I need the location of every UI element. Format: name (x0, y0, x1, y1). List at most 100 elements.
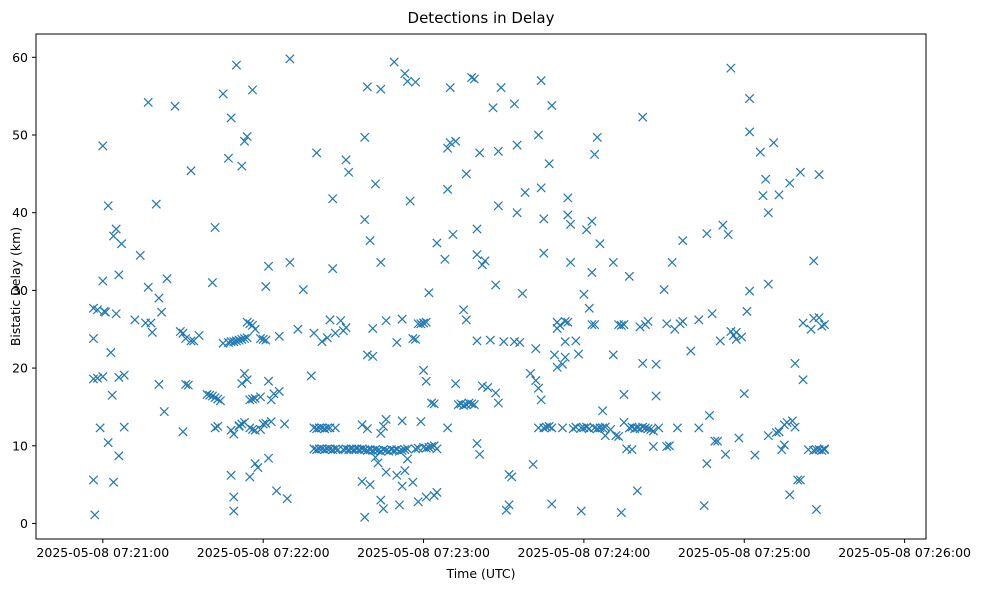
data-point (266, 395, 276, 405)
data-point (215, 396, 226, 406)
data-point (702, 229, 712, 239)
data-point (362, 350, 373, 360)
data-point (306, 371, 316, 381)
data-point (712, 436, 723, 446)
data-point (135, 250, 145, 261)
data-point (589, 319, 600, 330)
data-point (242, 333, 252, 343)
x-tick-label: 2025-05-08 07:25:00 (678, 545, 811, 560)
data-point (563, 317, 573, 327)
data-point (694, 315, 704, 325)
data-point (587, 267, 597, 278)
data-point (461, 315, 471, 325)
data-point (710, 436, 720, 446)
data-point (432, 444, 442, 454)
data-point (459, 305, 469, 315)
data-point (555, 320, 565, 330)
data-point (424, 442, 434, 452)
data-point (154, 293, 164, 303)
data-point (365, 236, 375, 246)
data-point (263, 261, 274, 271)
data-point (493, 201, 503, 211)
data-point (469, 74, 479, 84)
data-point (525, 368, 536, 379)
data-point (718, 220, 728, 230)
data-point (370, 179, 381, 189)
data-point (328, 194, 338, 204)
data-point (274, 331, 284, 341)
data-point (365, 479, 375, 490)
data-point (563, 210, 573, 220)
data-point (376, 495, 386, 505)
data-point (143, 282, 153, 292)
data-point (258, 419, 268, 429)
data-point (429, 399, 439, 409)
data-point (108, 477, 119, 487)
data-point (686, 346, 696, 356)
data-point (271, 486, 282, 496)
data-point (600, 431, 610, 441)
data-point (242, 317, 252, 327)
data-point (587, 216, 597, 226)
data-point (576, 506, 586, 516)
data-point (450, 378, 461, 389)
data-point (597, 423, 608, 433)
data-point (448, 229, 458, 240)
data-point (239, 333, 250, 344)
data-point (464, 398, 474, 408)
data-point (239, 368, 250, 379)
data-point (245, 472, 255, 482)
data-point (285, 257, 295, 268)
data-point (402, 454, 413, 464)
data-point (312, 148, 322, 158)
data-point (229, 337, 239, 347)
data-point (255, 333, 266, 344)
data-point (531, 344, 541, 354)
data-point (410, 334, 421, 344)
data-point (817, 445, 827, 456)
data-point (111, 309, 121, 319)
y-tick-label: 10 (12, 438, 28, 453)
data-point (255, 424, 266, 435)
data-point (162, 274, 172, 284)
data-point (597, 406, 608, 416)
data-point (231, 336, 242, 346)
data-point (250, 393, 260, 404)
data-point (742, 306, 752, 316)
data-point (247, 320, 258, 330)
data-point (496, 82, 506, 93)
data-point (255, 392, 266, 402)
data-point (624, 271, 634, 282)
data-point (376, 428, 386, 438)
data-point (648, 441, 659, 452)
data-point (269, 389, 279, 399)
data-point (98, 141, 108, 151)
data-point (114, 270, 124, 280)
data-point (632, 486, 642, 496)
data-point (664, 441, 675, 451)
data-point (402, 76, 413, 87)
data-point (549, 350, 560, 360)
data-point (568, 424, 578, 434)
data-point (595, 239, 605, 249)
data-point (640, 423, 650, 433)
data-point (378, 445, 389, 455)
data-point (472, 224, 482, 234)
data-point (394, 446, 405, 456)
data-point (154, 379, 164, 390)
data-point (245, 395, 255, 405)
data-point (381, 467, 391, 477)
data-point (472, 438, 482, 449)
data-point (250, 459, 260, 469)
data-point (282, 493, 292, 504)
data-point (744, 286, 755, 296)
data-point (704, 410, 715, 421)
x-axis: 2025-05-08 07:21:00 2025-05-08 07:22:00 20… (36, 539, 971, 560)
data-point (638, 112, 648, 122)
data-point (274, 386, 284, 397)
data-point (247, 424, 258, 435)
data-point (573, 349, 584, 359)
data-point (547, 499, 557, 509)
data-point (156, 307, 167, 317)
data-point (720, 449, 731, 459)
